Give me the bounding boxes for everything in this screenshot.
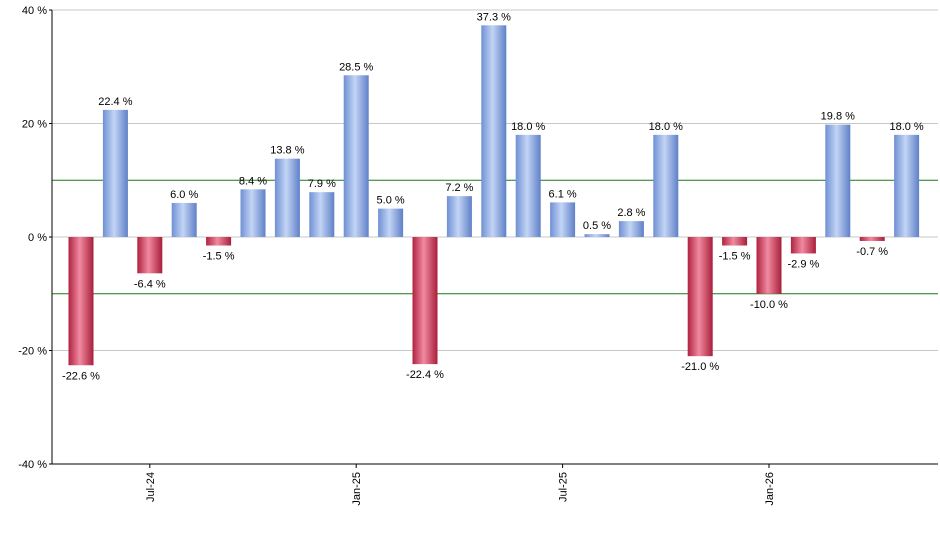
data-label: 6.0 % [170, 189, 198, 201]
bar-negative [790, 237, 816, 254]
x-tick-label: Jul-25 [558, 472, 570, 502]
bar-negative [756, 237, 782, 294]
bar-negative [206, 237, 232, 246]
y-tick-label: 0 % [28, 232, 47, 244]
bar-negative [68, 237, 94, 366]
bar-positive [309, 192, 335, 237]
data-label: 18.0 % [649, 121, 683, 133]
data-label: -2.9 % [788, 258, 820, 270]
x-tick-label: Jul-24 [145, 472, 157, 502]
data-label: 28.5 % [339, 61, 373, 73]
bar-negative [859, 237, 885, 241]
bar-positive [171, 202, 197, 237]
data-label: -1.5 % [719, 251, 751, 263]
bar-positive [446, 196, 472, 237]
y-tick-label: -40 % [18, 459, 47, 471]
data-label: -6.4 % [134, 278, 166, 290]
data-label: -22.6 % [62, 370, 100, 382]
data-label: 18.0 % [511, 121, 545, 133]
data-label: 37.3 % [477, 11, 511, 23]
data-label: -10.0 % [750, 299, 788, 311]
bar-positive [894, 134, 920, 237]
bar-negative [137, 237, 163, 274]
data-label: 6.1 % [549, 188, 577, 200]
data-label: 18.0 % [889, 121, 923, 133]
data-label: -22.4 % [406, 369, 444, 381]
bar-positive [378, 208, 404, 237]
bar-positive [825, 124, 851, 237]
data-label: -1.5 % [203, 251, 235, 263]
bar-positive [274, 158, 300, 237]
data-label: -21.0 % [681, 361, 719, 373]
y-tick-label: 20 % [22, 119, 47, 131]
data-label: 19.8 % [821, 111, 855, 123]
bar-positive [618, 221, 644, 237]
data-label: 7.9 % [308, 178, 336, 190]
y-tick-label: -20 % [18, 346, 47, 358]
bar-positive [653, 134, 679, 237]
x-tick-label: Jan-26 [764, 472, 776, 506]
bars [68, 25, 920, 366]
data-label: 0.5 % [583, 220, 611, 232]
bar-negative [722, 237, 748, 246]
bar-positive [550, 202, 576, 237]
data-label: 22.4 % [98, 96, 132, 108]
axes: 40 % 20 % 0 % -20 % -40 % Jul-24 Jan-25 Jul-25 J… [18, 5, 938, 506]
data-labels: -22.6 % 22.4 % -6.4 % 6.0 % -1.5 % 8.4 % 13.8 … [62, 11, 924, 382]
x-tick-label: Jan-25 [351, 472, 363, 506]
data-label: -0.7 % [856, 246, 888, 258]
data-label: 7.2 % [445, 182, 473, 194]
data-label: 8.4 % [239, 175, 267, 187]
bar-positive [343, 75, 369, 237]
bar-positive [481, 25, 507, 238]
y-tick-label: 40 % [22, 5, 47, 17]
data-label: 13.8 % [270, 145, 304, 157]
data-label: 5.0 % [377, 195, 405, 207]
bar-positive [515, 134, 541, 237]
bar-positive [102, 109, 128, 237]
bar-negative [687, 237, 713, 357]
bar-negative [412, 237, 438, 365]
bar-positive [240, 189, 266, 237]
data-label: 2.8 % [617, 207, 645, 219]
bar-positive [584, 234, 610, 237]
